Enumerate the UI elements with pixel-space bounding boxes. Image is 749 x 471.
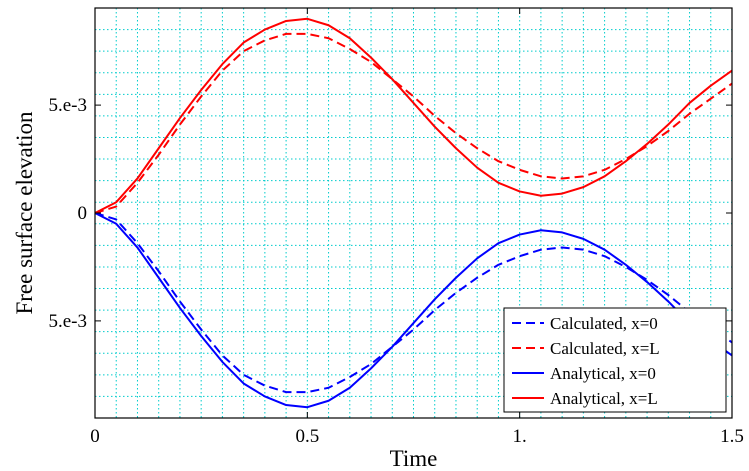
plot-series [94,17,733,409]
series-line-1 [94,212,733,394]
legend: Calculated, x=0 Calculated, x=L Analytical… [503,307,727,413]
legend-box [503,307,727,413]
legend-label-2: Calculated, x=L [550,339,660,358]
y-axis-title: Free surface elevation [12,111,37,315]
x-tick-label: 0 [90,426,100,447]
axis-ticks: 0 0.5 1. 1.5 5.e-3 0 5.e-3 [48,8,744,447]
x-tick-label: 1. [513,426,527,447]
series-line-3 [94,212,733,409]
legend-label-1: Calculated, x=0 [550,314,658,333]
x-tick-label: 1.5 [720,426,744,447]
y-tick-label: 5.e-3 [48,311,87,332]
y-tick-label: 0 [78,203,88,224]
series-line-2 [94,32,733,214]
x-tick-label: 0.5 [295,426,319,447]
x-axis-title: Time [390,446,438,471]
grid [95,8,732,418]
legend-label-4: Analytical, x=L [550,389,658,408]
y-tick-label: 5.e-3 [48,95,87,116]
legend-label-3: Analytical, x=0 [550,364,656,383]
series-line-4 [94,17,733,214]
